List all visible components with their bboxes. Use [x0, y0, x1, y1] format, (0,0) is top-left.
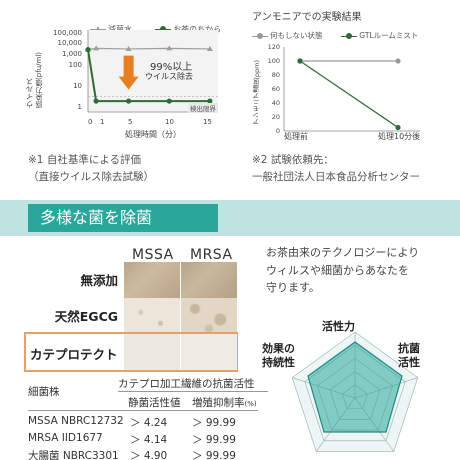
row-label-none: 無添加 [80, 273, 118, 288]
x-tick: 0 [88, 118, 93, 126]
detection-limit-label: 検出限界 [188, 103, 218, 113]
virus-xlabel: 処理時間（分） [125, 130, 181, 139]
table-rule [28, 410, 258, 411]
series-line [299, 60, 399, 129]
petri-none-mrsa [181, 262, 237, 298]
petri-cate-mrsa [181, 334, 237, 370]
data-point [125, 45, 132, 51]
legend-water: 減菌水 [108, 25, 132, 34]
x-tick: 5 [128, 118, 133, 126]
data-point [206, 45, 213, 51]
petri-none-mssa [124, 262, 180, 298]
y-tick: 100 [267, 57, 280, 65]
y-tick: 60 [271, 85, 280, 93]
data-point [207, 98, 213, 104]
callout-99: 99%以上 [150, 62, 193, 73]
data-point [395, 58, 401, 64]
ammonia-plot [283, 47, 420, 132]
arrow-shaft [123, 55, 134, 78]
radar-label-activity: 活性力 [322, 320, 355, 333]
petri-egcg-mssa [124, 298, 180, 334]
y-tick: 10 [73, 82, 82, 90]
virus-plot [85, 30, 218, 113]
y-tick: 0 [275, 127, 280, 135]
description: お茶由来のテクノロジーにより ウィルスや細菌からあなたを 守ります。 [266, 246, 420, 294]
y-tick: 100 [68, 61, 82, 69]
table-sub1: 静菌活性値 [128, 397, 181, 409]
data-point [395, 124, 401, 131]
x-tick: 10 [165, 118, 174, 126]
col-mssa: MSSA [132, 247, 174, 263]
y-tick: 10,000 [57, 39, 83, 47]
radar-label-antibac: 抗菌 活性 [398, 342, 420, 369]
note-1: ※1 自社基準による評価 （直接ウイルス除去試験） [28, 154, 154, 183]
col-mrsa: MRSA [190, 247, 233, 263]
row-label-egcg: 天然EGCG [54, 309, 118, 324]
y-tick: 100,000 [53, 29, 82, 37]
table-group-divider [118, 391, 268, 392]
y-tick: 120 [267, 43, 280, 51]
table-sub2: 増殖抑制率(%) [192, 397, 257, 409]
data-point [126, 98, 132, 104]
y-tick: 1,000 [61, 50, 82, 58]
radar-label-durability: 効果の 持続性 [262, 342, 295, 369]
y-tick: 80 [271, 71, 280, 79]
x-tick: 処理10分後 [378, 132, 421, 141]
petri-cate-mssa [124, 334, 180, 370]
x-tick: 15 [203, 118, 212, 126]
y-tick: 1 [77, 103, 82, 111]
ammonia-legend: 何もしない状態 GTLルームミスト [252, 30, 418, 41]
arrow-head [118, 76, 139, 90]
table-col1-header: 細菌株 [28, 386, 60, 398]
section-title: 多様な菌を除菌 [28, 204, 218, 232]
y-tick: 20 [271, 113, 280, 121]
radar-value-area [307, 341, 403, 433]
data-point [297, 58, 303, 64]
legend-tea: お茶のちから [173, 25, 222, 34]
data-point [85, 47, 91, 53]
petri-egcg-mrsa [181, 298, 237, 334]
callout-virus-removal: ウイルス除去 [145, 72, 193, 81]
row-label-cateprotect: カテプロテクト [30, 347, 118, 362]
radar-plot [291, 331, 419, 452]
plot-bg [88, 30, 218, 112]
y-tick: 40 [271, 99, 280, 107]
ammonia-title: アンモニアでの実験結果 [252, 12, 362, 23]
data-point [93, 45, 100, 51]
highlight-frame [24, 332, 238, 372]
table-group-header: カテプロ加工繊維の抗菌活性 [118, 378, 255, 390]
data-point [166, 45, 173, 51]
note-2: ※2 試験依頼先： 一般社団法人日本食品分析センター [252, 154, 420, 183]
data-point [93, 98, 99, 104]
x-tick: 処理前 [284, 132, 308, 141]
x-tick: 1 [100, 118, 105, 126]
virus-legend: 減菌水 お茶のちから [90, 24, 221, 35]
data-point [166, 98, 172, 104]
